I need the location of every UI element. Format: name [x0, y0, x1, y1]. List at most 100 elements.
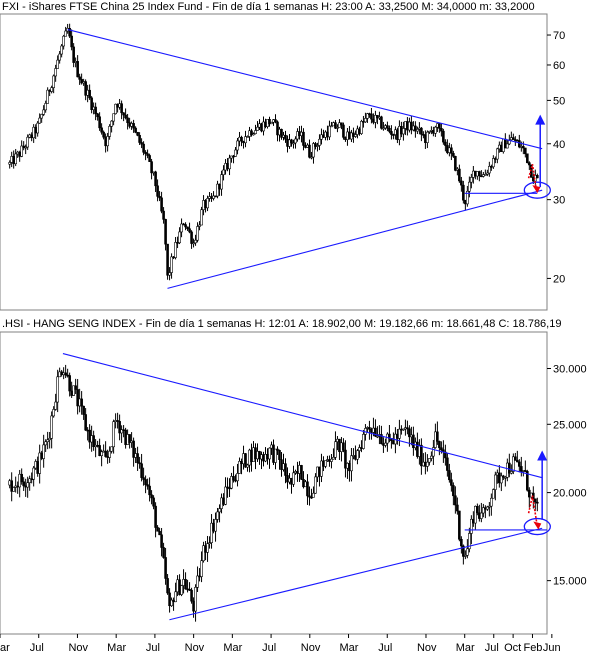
hsi-candle-body: [470, 518, 473, 534]
fxi-candle-body: [52, 75, 55, 88]
hsi-candle-body: [80, 398, 83, 407]
fxi-candle-body: [314, 143, 317, 147]
fxi-candle-body: [454, 156, 457, 171]
fxi-candle-body: [468, 181, 471, 192]
hsi-candle-body: [22, 481, 25, 487]
hsi-title: .HSI - HANG SENG INDEX - Fin de día 1 se…: [2, 318, 561, 330]
fxi-candle-body: [318, 138, 321, 146]
fxi-candle-body: [440, 128, 443, 132]
hsi-candle-body: [104, 450, 107, 457]
fxi-candle-body: [522, 146, 525, 149]
hsi-candle-body: [474, 506, 477, 524]
hsi-candle-body: [480, 512, 483, 519]
fxi-candle-body: [246, 136, 249, 138]
fxi-red-arrow-head: [532, 185, 541, 194]
fxi-candle-body: [54, 68, 57, 77]
fxi-candle-body: [194, 239, 197, 244]
hsi-candle-body: [462, 545, 465, 557]
fxi-candle-body: [124, 114, 127, 119]
fxi-candle-body: [364, 118, 367, 123]
fxi-upper-trendline: [67, 29, 543, 150]
hsi-candle-body: [216, 511, 219, 520]
fxi-candle-body: [80, 79, 83, 84]
hsi-candle-body: [356, 450, 359, 460]
hsi-candle-body: [72, 385, 75, 396]
fxi-candle-body: [174, 242, 177, 258]
hsi-candle-body: [206, 543, 209, 553]
hsi-candle-body: [174, 591, 177, 603]
hsi-ytick-label: 25.000: [553, 419, 587, 431]
hsi-candle-body: [428, 458, 431, 463]
fxi-candle-body: [312, 143, 315, 158]
hsi-candle-body: [136, 453, 139, 464]
fxi-candle-body: [70, 35, 73, 48]
hsi-candle-body: [292, 472, 295, 485]
fxi-candle-body: [280, 128, 283, 138]
hsi-candle-body: [376, 435, 379, 438]
fxi-candle-body: [244, 136, 247, 144]
x-tick-label: Jul: [262, 642, 276, 654]
fxi-candle-body: [108, 126, 111, 137]
fxi-candle-body: [180, 223, 183, 233]
hsi-candle-body: [512, 456, 515, 472]
hsi-y-axis: 30.000 25.000 20.000 15.000: [547, 364, 587, 588]
fxi-candle-body: [112, 113, 115, 122]
hsi-candle-body: [412, 434, 415, 449]
fxi-candle-body: [256, 126, 259, 131]
fxi-candle-body: [380, 116, 383, 129]
hsi-candle-body: [430, 455, 433, 459]
fxi-ytick-label: 30: [553, 195, 565, 207]
hsi-plot-area: [0, 331, 548, 635]
hsi-candle-body: [492, 489, 495, 499]
hsi-candle-body: [160, 534, 163, 548]
x-tick-label: Jul: [378, 642, 392, 654]
hsi-candle-body: [168, 592, 171, 607]
hsi-candle-body: [166, 578, 169, 594]
hsi-candle-body: [82, 405, 85, 415]
fxi-candle-body: [354, 134, 357, 137]
hsi-candle-body: [156, 527, 159, 532]
hsi-candle-body: [406, 427, 409, 430]
fxi-red-arrow-path: [527, 164, 538, 191]
hsi-candle-body: [536, 501, 539, 504]
hsi-candle-body: [350, 455, 353, 472]
hsi-candle-body: [50, 415, 53, 439]
fxi-candle-body: [164, 219, 167, 245]
fxi-candle-body: [142, 143, 145, 153]
hsi-candle-body: [218, 508, 221, 513]
fxi-candle-body: [388, 127, 391, 132]
hsi-candle-body: [476, 506, 479, 514]
hsi-candle-body: [190, 589, 193, 602]
hsi-candle-body: [74, 385, 77, 390]
fxi-candle-body: [254, 130, 257, 134]
fxi-candle-body: [526, 153, 529, 164]
hsi-candle-body: [334, 441, 337, 458]
fxi-title: FXI - iShares FTSE China 25 Index Fund -…: [2, 1, 535, 13]
fxi-candle-body: [488, 166, 491, 174]
x-tick-label: Jul: [485, 642, 499, 654]
fxi-candle-body: [26, 136, 29, 148]
fxi-candle-body: [528, 162, 531, 166]
fxi-candle-body: [138, 134, 141, 143]
hsi-candle-body: [490, 497, 493, 507]
fxi-candle-body: [336, 127, 339, 129]
fxi-candle-body: [274, 119, 277, 123]
hsi-candle-body: [398, 428, 401, 439]
hsi-lower-trendline: [169, 527, 543, 621]
hsi-candle-body: [436, 431, 439, 442]
hsi-candle-body: [26, 482, 29, 488]
fxi-candle-body: [334, 122, 337, 129]
fxi-candle-body: [470, 177, 473, 183]
hsi-candle-body: [526, 471, 529, 491]
fxi-candle-body: [508, 139, 511, 145]
hsi-candle-body: [468, 533, 471, 550]
fxi-candle-body: [190, 231, 193, 244]
hsi-ytick-label: 30.000: [553, 364, 587, 376]
fxi-candle-body: [512, 137, 515, 140]
fxi-candle-body: [160, 197, 163, 212]
fxi-candle-body: [360, 121, 363, 134]
fxi-candle-body: [132, 123, 135, 129]
hsi-candle-body: [10, 480, 13, 492]
fxi-candle-body: [234, 149, 237, 157]
fxi-candle-body: [524, 147, 527, 155]
